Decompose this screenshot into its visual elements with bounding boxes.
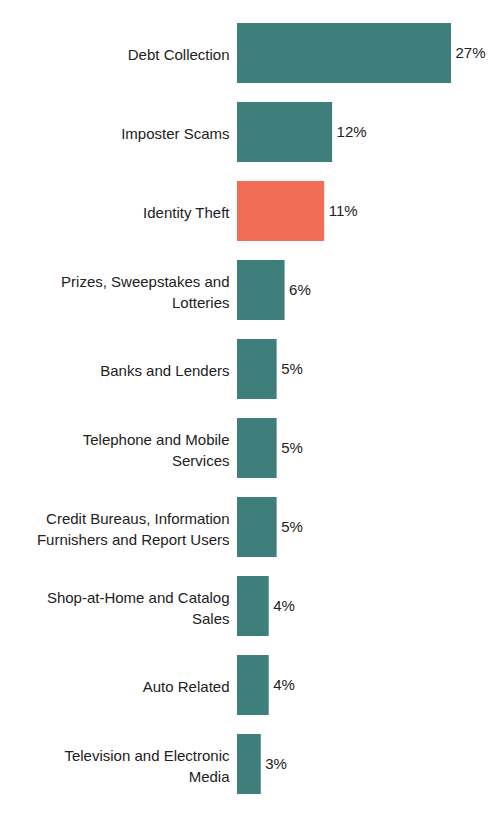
svg-text:3%: 3% [265, 755, 287, 772]
svg-text:Debt Collection: Debt Collection [128, 46, 230, 63]
svg-text:Identity Theft: Identity Theft [143, 204, 230, 221]
svg-text:5%: 5% [281, 518, 303, 535]
svg-text:Credit Bureaus, InformationFur: Credit Bureaus, InformationFurnishers an… [37, 510, 230, 548]
svg-text:5%: 5% [281, 360, 303, 377]
svg-text:5%: 5% [281, 439, 303, 456]
svg-text:Shop-at-Home and CatalogSales: Shop-at-Home and CatalogSales [47, 589, 230, 627]
svg-text:Auto Related: Auto Related [143, 678, 230, 695]
svg-text:Prizes, Sweepstakes andLotteri: Prizes, Sweepstakes andLotteries [61, 273, 229, 311]
svg-text:11%: 11% [329, 202, 358, 219]
svg-text:Imposter Scams: Imposter Scams [121, 125, 229, 142]
svg-text:27%: 27% [456, 44, 486, 61]
svg-text:4%: 4% [273, 676, 295, 693]
svg-text:6%: 6% [289, 281, 311, 298]
svg-text:Telephone and MobileServices: Telephone and MobileServices [83, 431, 230, 469]
svg-text:4%: 4% [273, 597, 295, 614]
svg-text:12%: 12% [337, 123, 367, 140]
svg-text:Banks and Lenders: Banks and Lenders [100, 362, 229, 379]
svg-text:Television and ElectronicMedia: Television and ElectronicMedia [64, 747, 230, 785]
